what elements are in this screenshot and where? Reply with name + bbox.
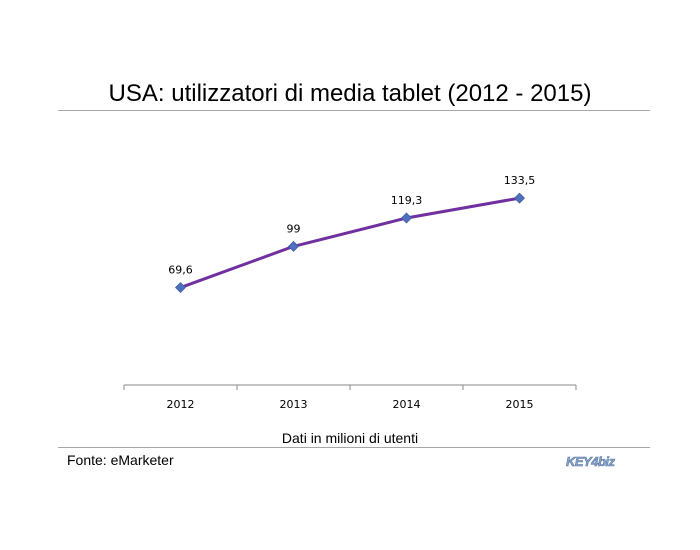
data-point — [175, 282, 186, 294]
x-tick-label: 2015 — [506, 398, 534, 411]
x-tick-label: 2013 — [280, 398, 308, 411]
data-label: 99 — [287, 222, 301, 235]
x-tick-labels: 2012 2013 2014 2015 — [167, 398, 534, 411]
series-tablet-users — [175, 192, 525, 294]
series-line — [179, 196, 520, 289]
line-chart: 2012 2013 2014 2015 69,6 99 119,3 133,5 — [123, 174, 577, 411]
chart-title: USA: utilizzatori di media tablet (2012 … — [108, 80, 592, 107]
data-label: 119,3 — [391, 194, 423, 207]
footer-divider — [58, 447, 650, 448]
data-label: 133,5 — [504, 174, 536, 187]
x-axis-caption: Dati in milioni di utenti — [281, 430, 419, 446]
data-point — [288, 240, 299, 252]
data-point — [514, 192, 525, 204]
key4biz-logo: KEY4biz — [566, 454, 616, 470]
x-axis — [123, 384, 577, 390]
logo-text: KEY4biz — [566, 454, 616, 469]
data-label: 69,6 — [168, 264, 193, 277]
source-note: Fonte: eMarketer — [67, 452, 174, 468]
x-tick-label: 2012 — [167, 398, 195, 411]
title-divider — [58, 110, 650, 111]
data-labels: 69,6 99 119,3 133,5 — [168, 174, 535, 276]
data-point — [401, 212, 412, 224]
x-tick-label: 2014 — [393, 398, 421, 411]
